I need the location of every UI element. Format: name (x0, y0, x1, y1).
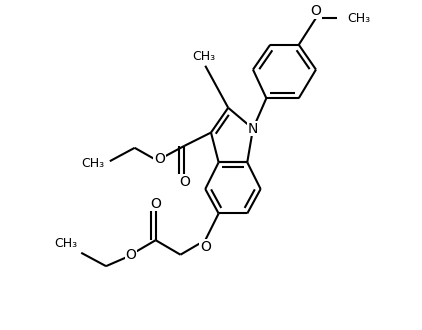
Text: CH₃: CH₃ (192, 50, 215, 63)
Text: O: O (125, 248, 136, 262)
Text: O: O (200, 240, 211, 254)
Text: O: O (154, 152, 165, 166)
Text: O: O (179, 175, 190, 188)
Text: N: N (248, 122, 258, 136)
Text: CH₃: CH₃ (348, 12, 371, 24)
Text: O: O (311, 4, 322, 18)
Text: CH₃: CH₃ (54, 237, 77, 250)
Text: CH₃: CH₃ (81, 157, 104, 170)
Text: O: O (150, 197, 161, 211)
